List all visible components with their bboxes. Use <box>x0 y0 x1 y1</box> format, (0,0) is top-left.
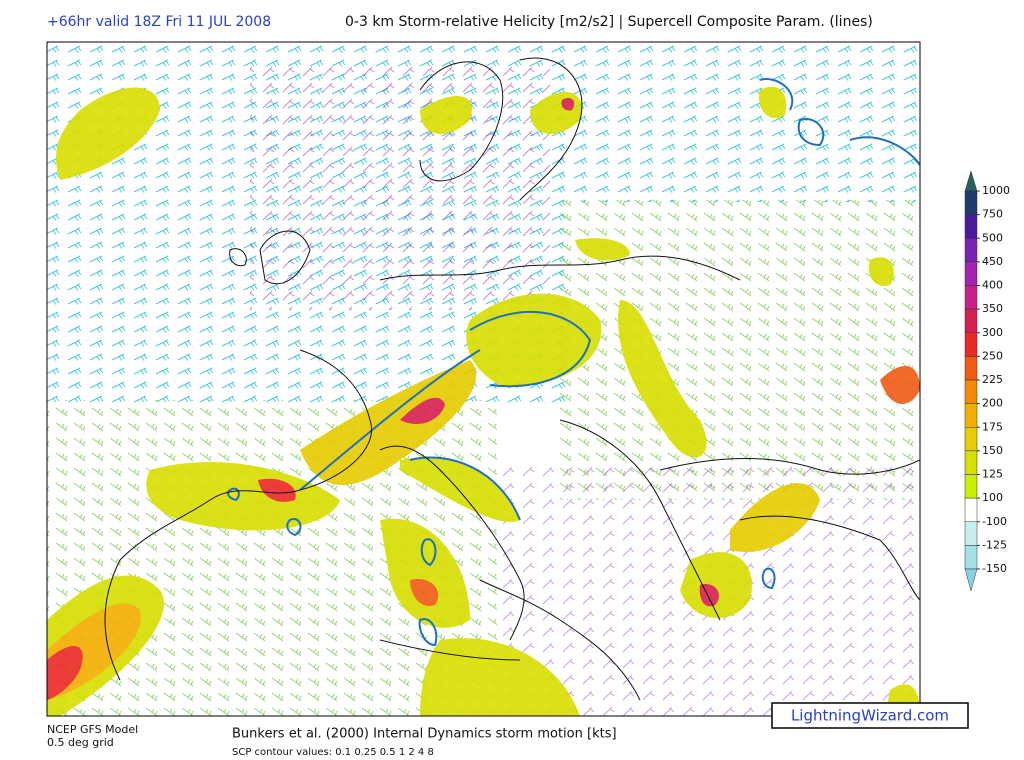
wind-barbs <box>560 42 920 202</box>
colorbar-label: 175 <box>982 420 1003 433</box>
colorbar-swatch <box>964 521 978 546</box>
colorbar-swatch <box>964 356 978 381</box>
colorbar-label: 100 <box>982 491 1003 504</box>
scp-label: SCP contour values: 0.1 0.25 0.5 1 2 4 8 <box>232 747 434 758</box>
colorbar-label: 150 <box>982 444 1003 457</box>
colorbar-swatch <box>964 450 978 475</box>
run-label: +66hr valid 18Z Fri 11 JUL 2008 <box>47 14 271 30</box>
map <box>47 42 920 716</box>
colorbar-label: 450 <box>982 255 1003 268</box>
colorbar-swatch <box>964 474 978 499</box>
colorbar-label: 350 <box>982 302 1003 315</box>
colorbar-arrow <box>964 568 978 592</box>
colorbar-label: 125 <box>982 468 1003 481</box>
colorbar-label: 750 <box>982 208 1003 221</box>
colorbar-swatch <box>964 545 978 570</box>
colorbar-label: 400 <box>982 279 1003 292</box>
scp-contours <box>227 78 920 647</box>
colorbar-label: 250 <box>982 349 1003 362</box>
colorbar-swatch <box>964 214 978 239</box>
colorbar-swatch <box>964 190 978 215</box>
colorbar-swatch <box>964 427 978 452</box>
colorbar-label: 500 <box>982 231 1003 244</box>
colorbar-swatch <box>964 332 978 357</box>
colorbar-label: 200 <box>982 397 1003 410</box>
model-label: NCEP GFS Model <box>47 723 138 736</box>
watermark: LightningWizard.com <box>791 707 949 725</box>
colorbar-label: 225 <box>982 373 1003 386</box>
colorbar-label: 1000 <box>982 184 1010 197</box>
colorbar-label: -100 <box>982 515 1007 528</box>
colorbar-arrow <box>964 170 978 192</box>
colorbar-swatch <box>964 238 978 263</box>
colorbar-swatch <box>964 497 978 522</box>
colorbar-swatch <box>964 379 978 404</box>
colorbar: 1000 750 500 450 400 350 300 250 225 200 175 150 125… <box>964 170 1010 592</box>
map-title: 0-3 km Storm-relative Helicity [m2/s2] |… <box>345 14 873 30</box>
colorbar-label: -150 <box>982 562 1007 575</box>
grid-label: 0.5 deg grid <box>47 736 114 749</box>
storm-motion-label: Bunkers et al. (2000) Internal Dynamics … <box>232 727 617 742</box>
colorbar-swatch <box>964 261 978 286</box>
colorbar-swatch <box>964 285 978 310</box>
wind-barbs <box>250 60 550 310</box>
watermark-box <box>771 702 969 729</box>
colorbar-swatch <box>964 403 978 428</box>
map-frame <box>46 41 921 717</box>
colorbar-label: -125 <box>982 538 1007 551</box>
colorbar-swatch <box>964 308 978 333</box>
coastlines <box>104 57 920 701</box>
colorbar-label: 300 <box>982 326 1003 339</box>
